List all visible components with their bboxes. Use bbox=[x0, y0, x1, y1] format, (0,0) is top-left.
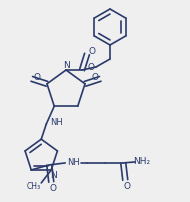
Text: O: O bbox=[124, 182, 131, 190]
Text: CH₃: CH₃ bbox=[26, 182, 40, 190]
Text: NH: NH bbox=[67, 158, 80, 167]
Text: N: N bbox=[50, 171, 57, 180]
Text: O: O bbox=[92, 73, 99, 82]
Text: NH₂: NH₂ bbox=[133, 157, 150, 166]
Text: N: N bbox=[63, 61, 69, 70]
Text: NH: NH bbox=[50, 117, 63, 126]
Text: O: O bbox=[33, 73, 40, 82]
Text: O: O bbox=[50, 184, 57, 193]
Text: O: O bbox=[88, 63, 94, 72]
Text: O: O bbox=[89, 46, 96, 55]
